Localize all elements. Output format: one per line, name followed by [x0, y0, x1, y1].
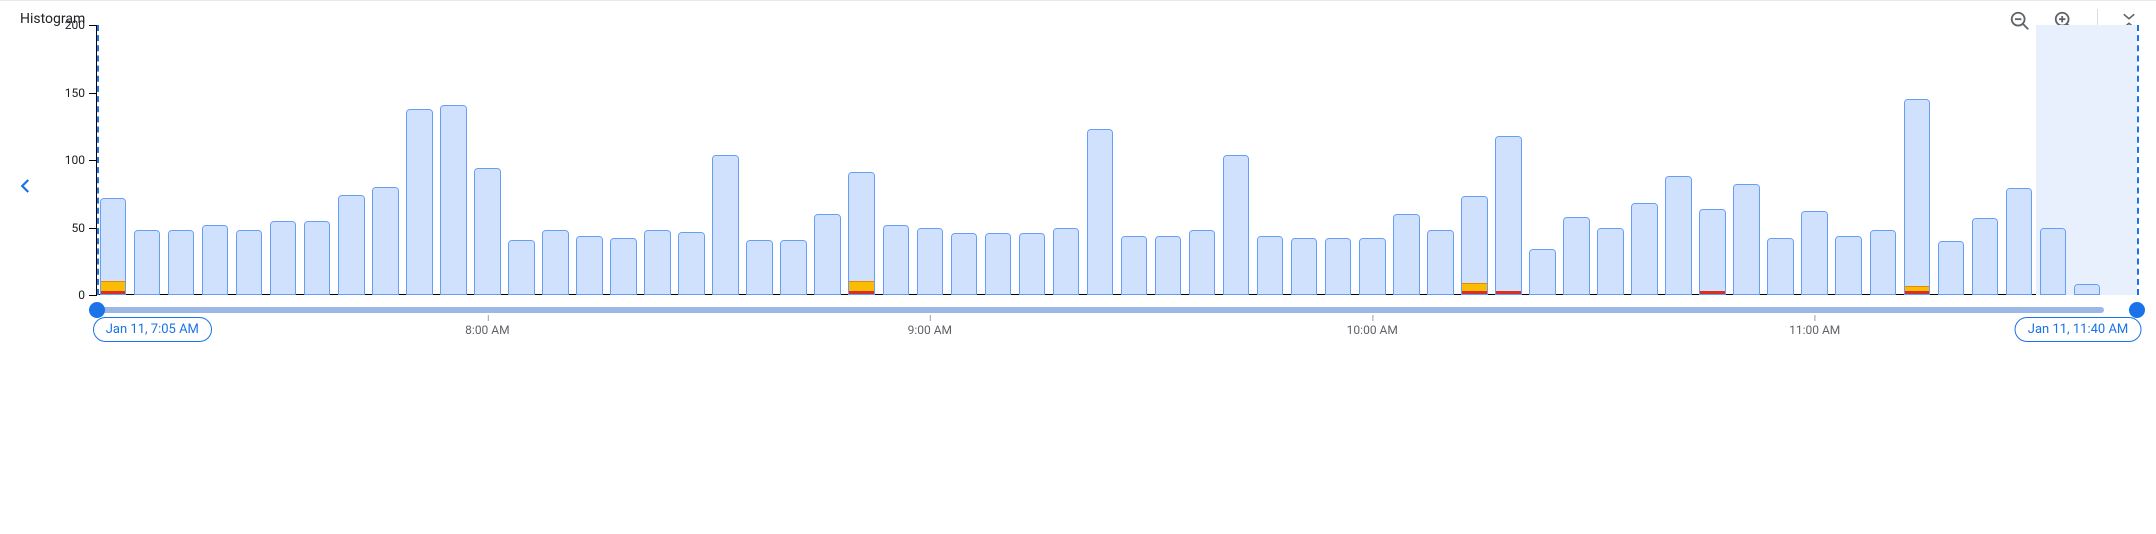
- slider-handle-start[interactable]: [89, 302, 105, 318]
- histogram-panel: Histogram: [0, 0, 2156, 343]
- x-tick-label: 10:00 AM: [1347, 323, 1398, 337]
- histogram-bar[interactable]: [1121, 236, 1148, 295]
- x-tick-label: 11:00 AM: [1789, 323, 1840, 337]
- selection-end-chip[interactable]: Jan 11, 11:40 AM: [2015, 317, 2141, 342]
- histogram-bar[interactable]: [2040, 228, 2067, 296]
- histogram-bar[interactable]: [1665, 176, 1692, 295]
- histogram-bar[interactable]: [1733, 184, 1760, 295]
- histogram-bar[interactable]: [985, 233, 1012, 295]
- histogram-bar[interactable]: [202, 225, 229, 295]
- selection-end-line: [2137, 25, 2139, 295]
- slider-track: [96, 307, 2104, 313]
- y-tick-label: 150: [65, 86, 85, 100]
- histogram-bar[interactable]: [780, 240, 807, 295]
- histogram-bar[interactable]: [1563, 217, 1590, 295]
- histogram-bar[interactable]: [1972, 218, 1999, 295]
- slider-handle-end[interactable]: [2129, 302, 2145, 318]
- x-tick-label: 8:00 AM: [465, 323, 509, 337]
- histogram-bar[interactable]: [2006, 188, 2033, 295]
- histogram-bar[interactable]: [236, 230, 263, 295]
- histogram-bar[interactable]: [644, 230, 671, 295]
- nav-prev-button[interactable]: [8, 9, 44, 343]
- histogram-bar[interactable]: [1359, 238, 1386, 295]
- x-axis-ticks: Jan 11, 7:05 AM Jan 11, 11:40 AM 8:00 AM…: [96, 319, 2104, 343]
- time-slider[interactable]: [96, 301, 2104, 319]
- bars-container: [96, 25, 2104, 295]
- histogram-bar[interactable]: [746, 240, 773, 295]
- histogram-bar[interactable]: [917, 228, 944, 296]
- histogram-bar[interactable]: [576, 236, 603, 295]
- histogram-bar[interactable]: [848, 172, 875, 295]
- histogram-bar[interactable]: [1325, 238, 1352, 295]
- y-tick: [89, 295, 97, 296]
- histogram-bar[interactable]: [304, 221, 331, 295]
- histogram-bar[interactable]: [1291, 238, 1318, 295]
- histogram-bar[interactable]: [1767, 238, 1794, 295]
- histogram-bar[interactable]: [168, 230, 195, 295]
- histogram-bar[interactable]: [1699, 209, 1726, 295]
- histogram-bar[interactable]: [1019, 233, 1046, 295]
- histogram-bar[interactable]: [1835, 236, 1862, 295]
- histogram-bar[interactable]: [712, 155, 739, 295]
- histogram-bar[interactable]: [1870, 230, 1897, 295]
- histogram-bar[interactable]: [1529, 249, 1556, 295]
- histogram-bar[interactable]: [1801, 211, 1828, 295]
- histogram-bar[interactable]: [474, 168, 501, 295]
- histogram-bar[interactable]: [1938, 241, 1965, 295]
- histogram-bar[interactable]: [951, 233, 978, 295]
- y-tick-label: 50: [72, 221, 86, 235]
- histogram-bar[interactable]: [1053, 228, 1080, 296]
- histogram-bar[interactable]: [134, 230, 161, 295]
- histogram-bar[interactable]: [372, 187, 399, 295]
- histogram-bar[interactable]: [814, 214, 841, 295]
- y-tick-label: 100: [65, 153, 85, 167]
- histogram-bar[interactable]: [100, 198, 127, 295]
- chart-stage: 050100150200 Jan 11, 7:05 AM Jan 11, 11:…: [8, 9, 2148, 343]
- histogram-bar[interactable]: [1155, 236, 1182, 295]
- histogram-bar[interactable]: [1904, 99, 1931, 295]
- histogram-bar[interactable]: [2074, 284, 2101, 295]
- y-tick-label: 0: [78, 288, 85, 302]
- histogram-bar[interactable]: [542, 230, 569, 295]
- histogram-bar[interactable]: [1427, 230, 1454, 295]
- histogram-bar[interactable]: [1461, 196, 1488, 295]
- chart-column: 050100150200 Jan 11, 7:05 AM Jan 11, 11:…: [44, 9, 2112, 343]
- selection-start-line: [97, 25, 99, 295]
- histogram-bar[interactable]: [1597, 228, 1624, 296]
- histogram-bar[interactable]: [406, 109, 433, 295]
- histogram-bar[interactable]: [1087, 129, 1114, 295]
- histogram-bar[interactable]: [338, 195, 365, 295]
- histogram-bar[interactable]: [883, 225, 910, 295]
- histogram-bar[interactable]: [1223, 155, 1250, 295]
- histogram-plot: 050100150200: [96, 25, 2104, 295]
- y-tick-label: 200: [65, 18, 85, 32]
- histogram-bar[interactable]: [1393, 214, 1420, 295]
- histogram-bar[interactable]: [440, 105, 467, 295]
- x-tick-label: 9:00 AM: [908, 323, 952, 337]
- selection-start-chip[interactable]: Jan 11, 7:05 AM: [93, 317, 212, 342]
- histogram-bar[interactable]: [610, 238, 637, 295]
- histogram-bar[interactable]: [508, 240, 535, 295]
- histogram-bar[interactable]: [1189, 230, 1216, 295]
- histogram-bar[interactable]: [678, 232, 705, 295]
- histogram-bar[interactable]: [1631, 203, 1658, 295]
- histogram-bar[interactable]: [1257, 236, 1284, 295]
- histogram-bar[interactable]: [1495, 136, 1522, 295]
- histogram-bar[interactable]: [270, 221, 297, 295]
